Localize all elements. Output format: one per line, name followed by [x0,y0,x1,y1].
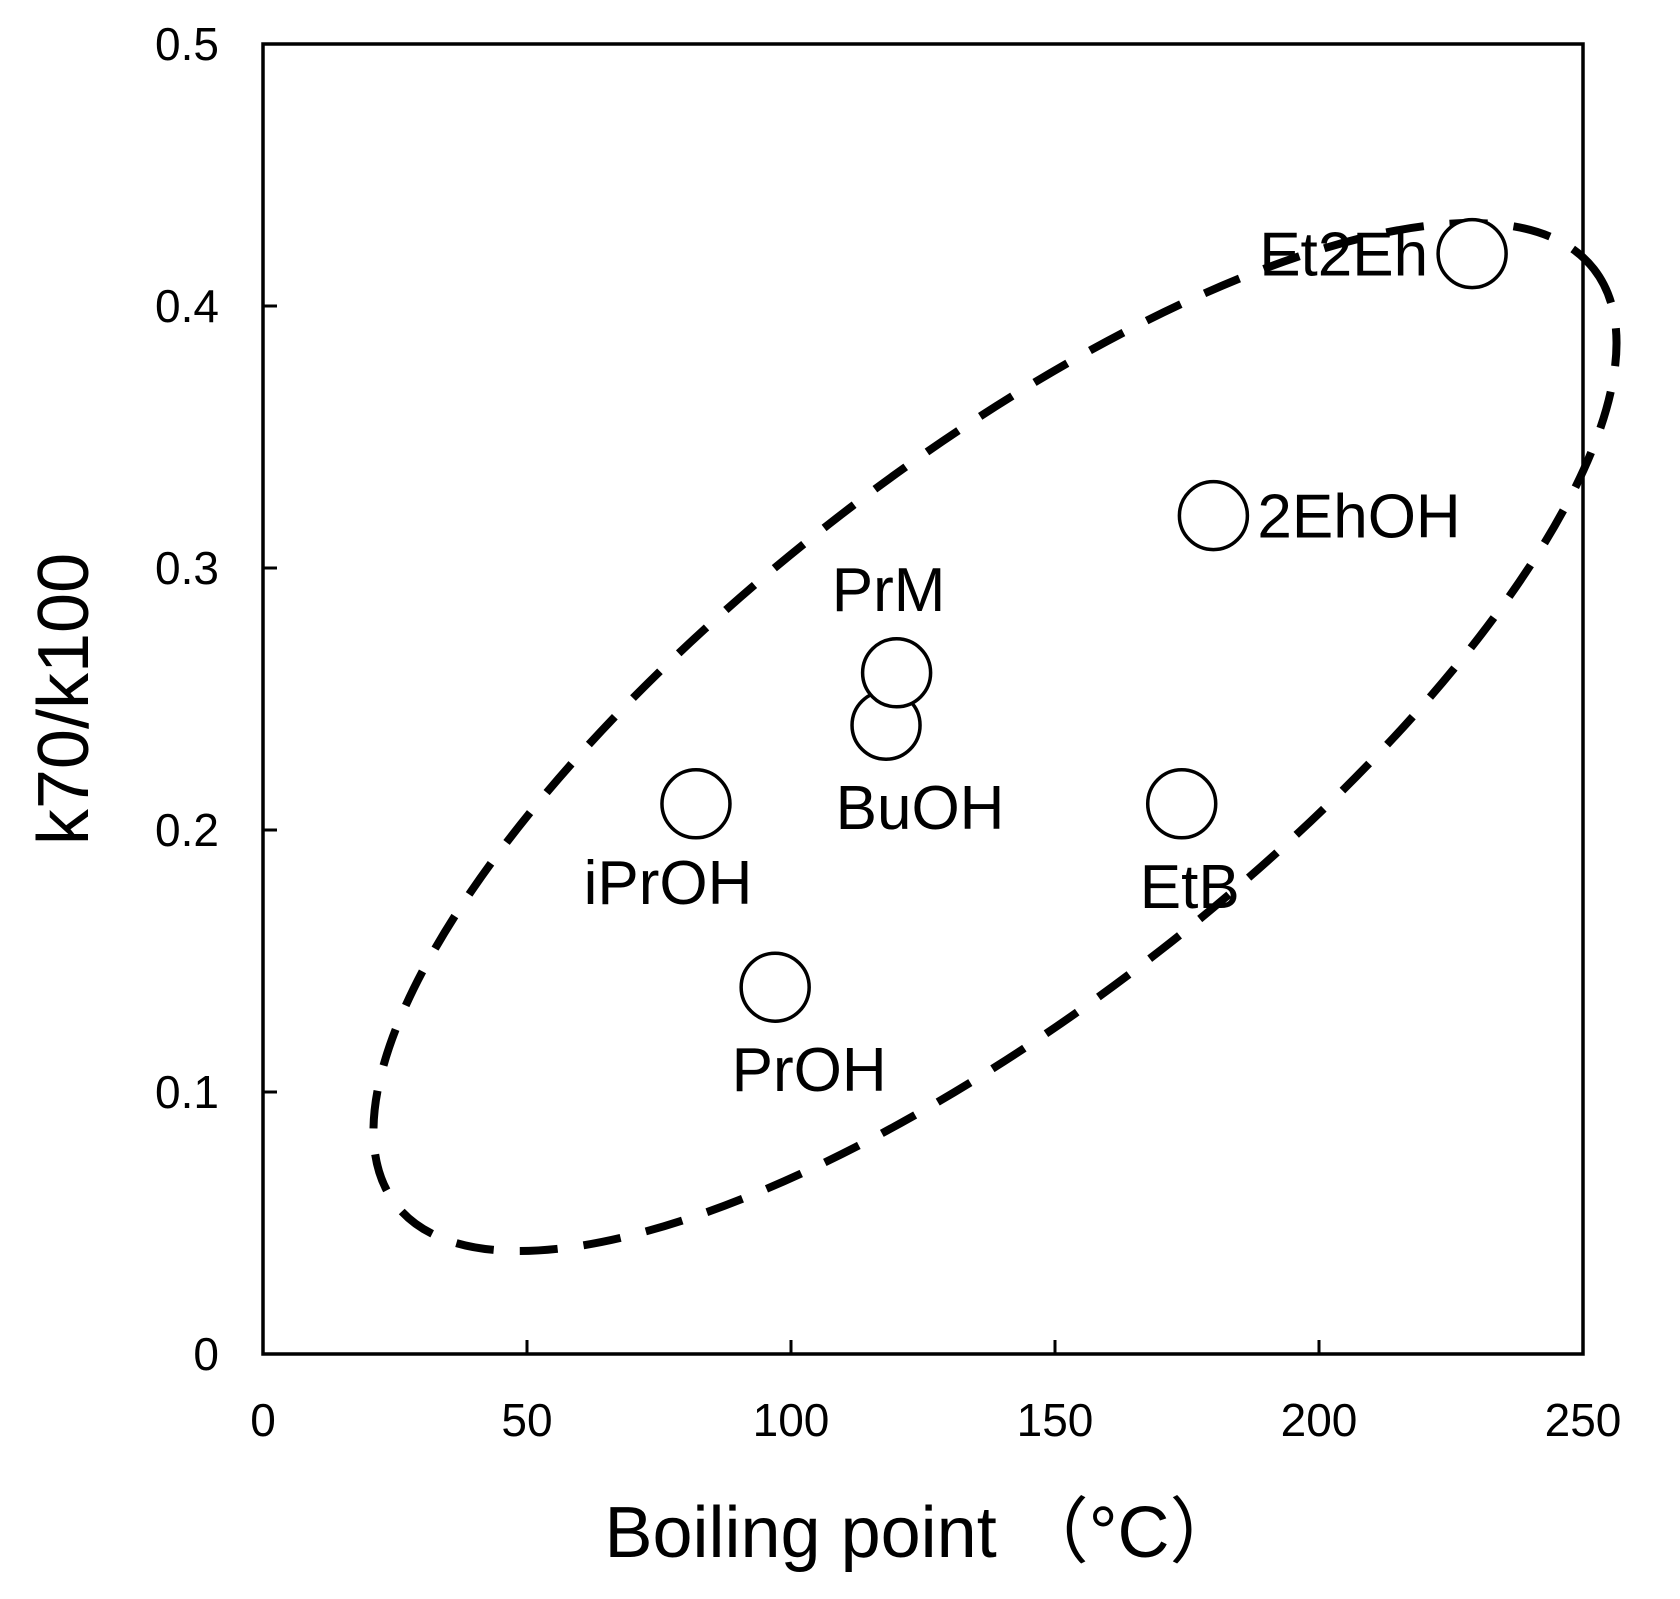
data-point [1436,217,1508,290]
data-point [660,768,732,840]
y-tick-label: 0.4 [155,280,219,332]
dashed-enclosing-ellipse [369,218,1621,1256]
data-point-label: EtB [1140,853,1240,922]
data-point [860,637,933,709]
y-tick-label: 0.3 [155,542,219,594]
x-axis-title: Boiling point （°C） [604,1493,1241,1573]
tick-labels: 0 50 100 150 200 250 0 0.1 0.2 0.3 0.4 0.5 [155,18,1621,1446]
data-point-label: PrM [832,556,946,625]
data-point-label: BuOH [836,774,1005,843]
x-tick-label: 200 [1281,1394,1358,1446]
data-point-label: iPrOH [584,849,753,918]
data-point-label: Et2Eh [1259,221,1428,290]
x-tick-label: 0 [250,1394,276,1446]
x-tick-label: 50 [501,1394,552,1446]
y-tick-label: 0.5 [155,18,219,70]
enclosing-ellipse-layer [369,218,1621,1256]
data-point-labels: iPrOH PrOH BuOH PrM EtB 2EhOH Et2Eh [584,221,1461,1106]
data-points [660,217,1508,1023]
y-tick-label: 0.2 [155,804,219,856]
x-tick-label: 100 [753,1394,830,1446]
data-point [1145,768,1218,840]
x-tick-label: 250 [1545,1394,1622,1446]
data-point-label: 2EhOH [1257,483,1460,552]
y-tick-label: 0 [193,1328,219,1380]
data-point [1177,479,1250,552]
y-axis-title: k70/k100 [24,553,104,845]
plot-area-frame [261,42,1585,1356]
data-point [739,951,811,1023]
axis-ticks [261,42,1585,1356]
data-point-label: PrOH [732,1036,887,1105]
x-tick-label: 150 [1017,1394,1094,1446]
y-tick-label: 0.1 [155,1066,219,1118]
